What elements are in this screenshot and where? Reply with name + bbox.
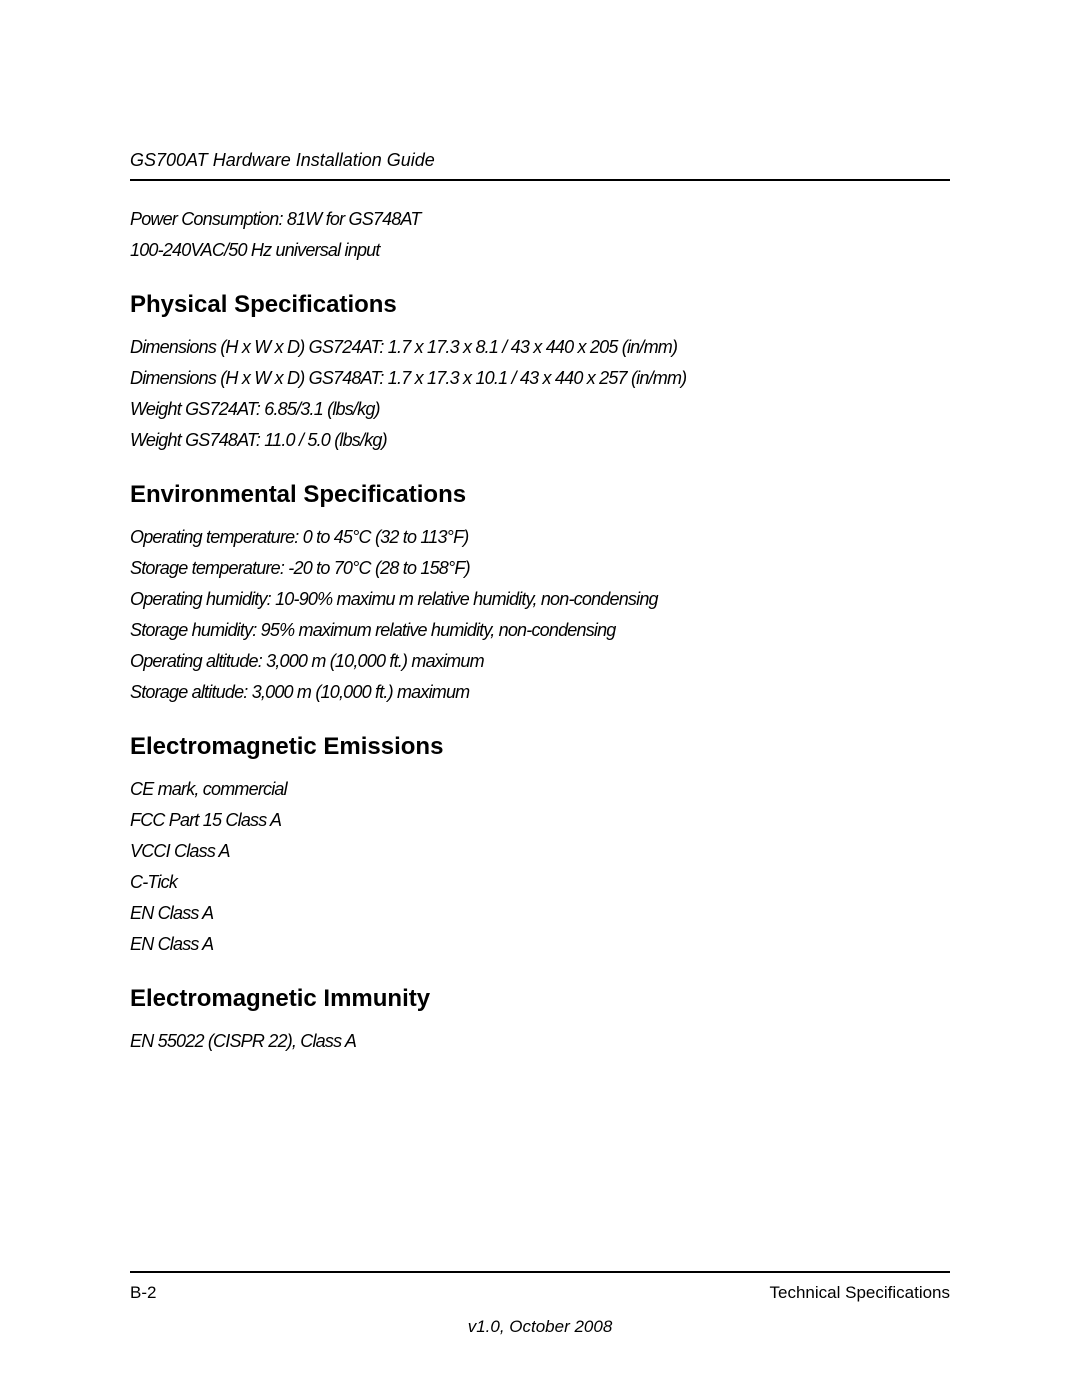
- environmental-line: Operating temperature: 0 to 45°C (32 to …: [130, 527, 950, 548]
- physical-line: Dimensions (H x W x D) GS748AT: 1.7 x 17…: [130, 368, 950, 389]
- physical-line: Dimensions (H x W x D) GS724AT: 1.7 x 17…: [130, 337, 950, 358]
- footer-page: B-2: [130, 1283, 156, 1303]
- doc-header-title: GS700AT Hardware Installation Guide: [130, 150, 950, 171]
- heading-emissions: Electromagnetic Emissions: [130, 733, 950, 761]
- emissions-line: FCC Part 15 Class A: [130, 810, 950, 831]
- immunity-line: EN 55022 (CISPR 22), Class A: [130, 1031, 950, 1052]
- emissions-line: EN Class A: [130, 934, 950, 955]
- intro-line-1: Power Consumption: 81W for GS748AT: [130, 209, 950, 230]
- physical-line: Weight GS748AT: 11.0 / 5.0 (lbs/kg): [130, 430, 950, 451]
- footer-rule: [130, 1271, 950, 1273]
- header-rule: [130, 179, 950, 181]
- emissions-line: C-Tick: [130, 872, 950, 893]
- footer-row: B-2 Technical Specifications: [130, 1283, 950, 1303]
- environmental-line: Storage humidity: 95% maximum relative h…: [130, 620, 950, 641]
- footer-section: Technical Specifications: [770, 1283, 950, 1303]
- intro-line-2: 100-240VAC/50 Hz universal input: [130, 240, 950, 261]
- environmental-line: Operating altitude: 3,000 m (10,000 ft.)…: [130, 651, 950, 672]
- physical-line: Weight GS724AT: 6.85/3.1 (lbs/kg): [130, 399, 950, 420]
- heading-immunity: Electromagnetic Immunity: [130, 985, 950, 1013]
- footer: B-2 Technical Specifications v1.0, Octob…: [130, 1271, 950, 1337]
- emissions-line: VCCI Class A: [130, 841, 950, 862]
- emissions-line: CE mark, commercial: [130, 779, 950, 800]
- environmental-line: Storage altitude: 3,000 m (10,000 ft.) m…: [130, 682, 950, 703]
- environmental-line: Storage temperature: -20 to 70°C (28 to …: [130, 558, 950, 579]
- emissions-line: EN Class A: [130, 903, 950, 924]
- environmental-line: Operating humidity: 10-90% maximu m rela…: [130, 589, 950, 610]
- footer-version: v1.0, October 2008: [130, 1317, 950, 1337]
- heading-physical: Physical Specifications: [130, 291, 950, 319]
- heading-environmental: Environmental Specifications: [130, 481, 950, 509]
